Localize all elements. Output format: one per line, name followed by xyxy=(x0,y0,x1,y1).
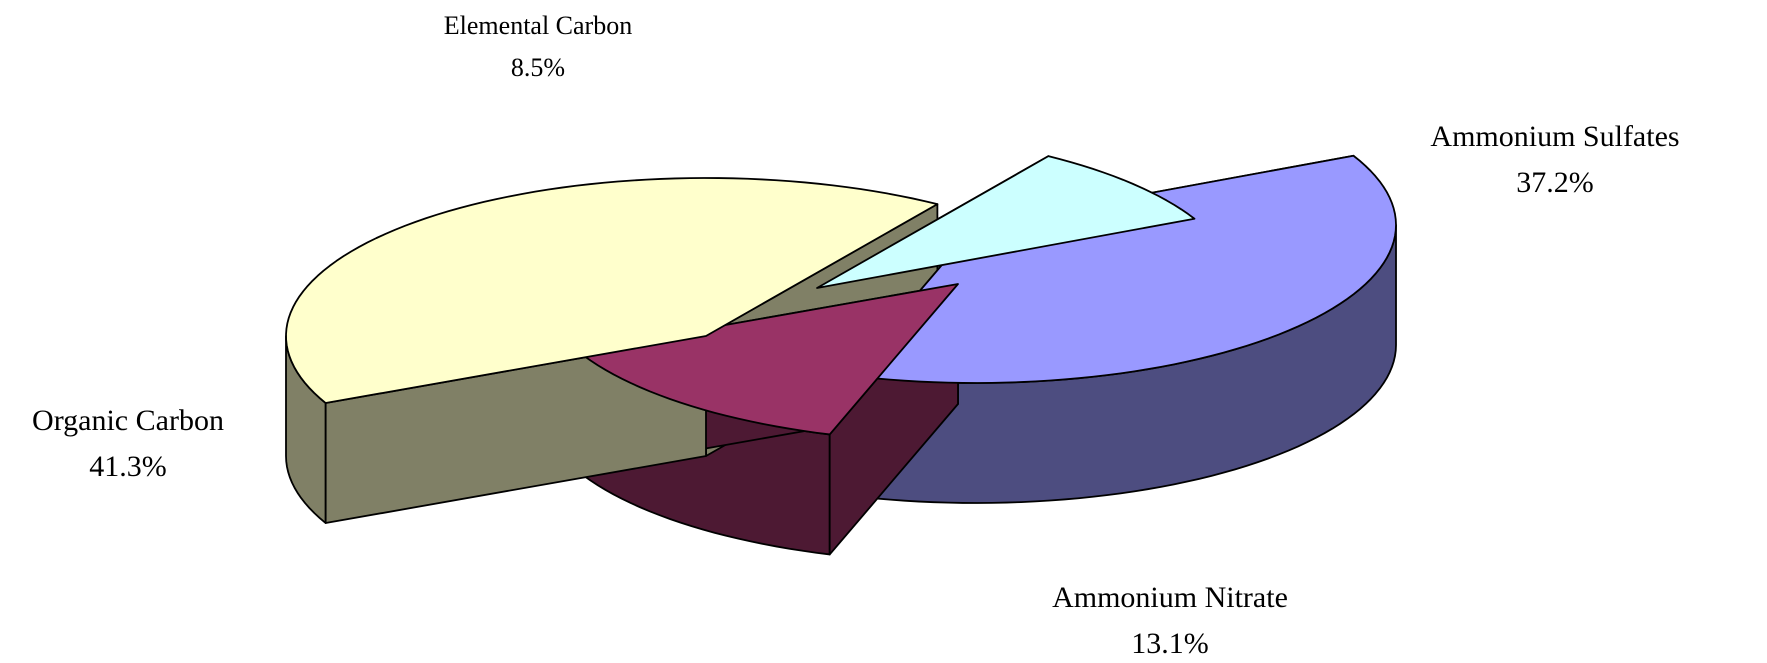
slice-label-value: 8.5% xyxy=(511,53,565,82)
pie-faces-layer xyxy=(285,154,1397,556)
pie-slice-top-face xyxy=(816,155,1196,289)
pie-labels-layer: Ammonium Sulfates 37.2% Ammonium Nitrate… xyxy=(32,11,1680,660)
slice-label-value: 13.1% xyxy=(1131,627,1209,660)
pie-slice-top-face xyxy=(285,177,939,404)
slice-label-value: 41.3% xyxy=(89,450,167,483)
slice-label-name: Ammonium Nitrate xyxy=(1052,581,1288,614)
slice-label-name: Elemental Carbon xyxy=(444,11,632,40)
pie-slice-top-face xyxy=(576,283,959,436)
pie-slice-top-face xyxy=(846,154,1397,384)
slice-label-value: 37.2% xyxy=(1516,166,1594,199)
slice-label-name: Ammonium Sulfates xyxy=(1430,120,1679,153)
slice-label-name: Organic Carbon xyxy=(32,404,224,437)
